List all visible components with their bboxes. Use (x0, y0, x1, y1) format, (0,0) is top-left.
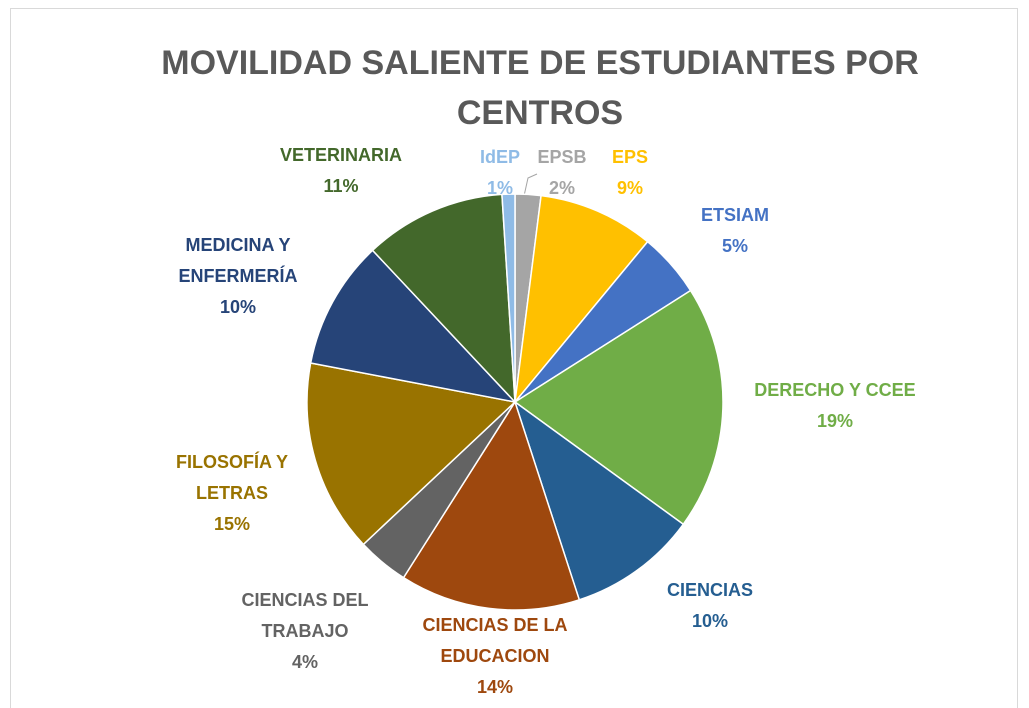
pie-slice (309, 249, 518, 404)
value-label: 10% (691, 611, 729, 631)
slice-label: CIENCIAS 10% (630, 575, 790, 637)
value-label: 10% (219, 297, 257, 317)
slice-label: MEDICINA Y ENFERMERÍA 10% (143, 230, 333, 323)
slice-label: CIENCIAS DE LA EDUCACION 14% (390, 610, 600, 703)
value-label: 11% (323, 176, 359, 196)
category-label: VETERINARIA (279, 145, 402, 165)
category-label: EPSB (537, 147, 587, 167)
category-label: CIENCIAS DE LA EDUCACION (422, 615, 568, 666)
slice-label: IdEP 1% (470, 142, 530, 204)
value-label: 19% (816, 411, 854, 431)
leader-line (523, 173, 538, 197)
value-label: 5% (721, 236, 748, 256)
slice-label: VETERINARIA 11% (256, 140, 426, 202)
value-label: 4% (291, 652, 318, 672)
chart-frame (10, 8, 1018, 708)
pie-slice (402, 400, 581, 611)
category-label: CIENCIAS DEL TRABAJO (241, 590, 369, 641)
pie-slice (513, 400, 685, 601)
category-label: ETSIAM (700, 205, 769, 225)
chart-title: MOVILIDAD SALIENTE DE ESTUDIANTES POR CE… (161, 44, 919, 132)
category-label: EPS (611, 147, 649, 167)
pie-slice (513, 289, 724, 526)
category-label: MEDICINA Y ENFERMERÍA (178, 235, 298, 286)
category-label: CIENCIAS (666, 580, 753, 600)
value-label: 1% (486, 178, 513, 198)
value-label: 14% (476, 677, 514, 697)
value-label: 15% (213, 514, 251, 534)
slice-label: FILOSOFÍA Y LETRAS 15% (147, 447, 317, 540)
slice-label: CIENCIAS DEL TRABAJO 4% (220, 585, 390, 678)
category-label: FILOSOFÍA Y LETRAS (175, 452, 288, 503)
pie-slice (306, 362, 517, 546)
slice-label: ETSIAM 5% (680, 200, 790, 262)
category-label: DERECHO Y CCEE (754, 380, 916, 400)
pie-slice (371, 193, 516, 405)
slice-label: EPSB 2% (502, 142, 622, 204)
category-label: IdEP (479, 147, 520, 167)
value-label: 9% (616, 178, 643, 198)
pie-slice (501, 193, 516, 403)
slice-label: EPS 9% (590, 142, 670, 204)
slice-label: DERECHO Y CCEE 19% (725, 375, 945, 437)
pie-slice (513, 194, 649, 405)
value-label: 2% (548, 178, 575, 198)
